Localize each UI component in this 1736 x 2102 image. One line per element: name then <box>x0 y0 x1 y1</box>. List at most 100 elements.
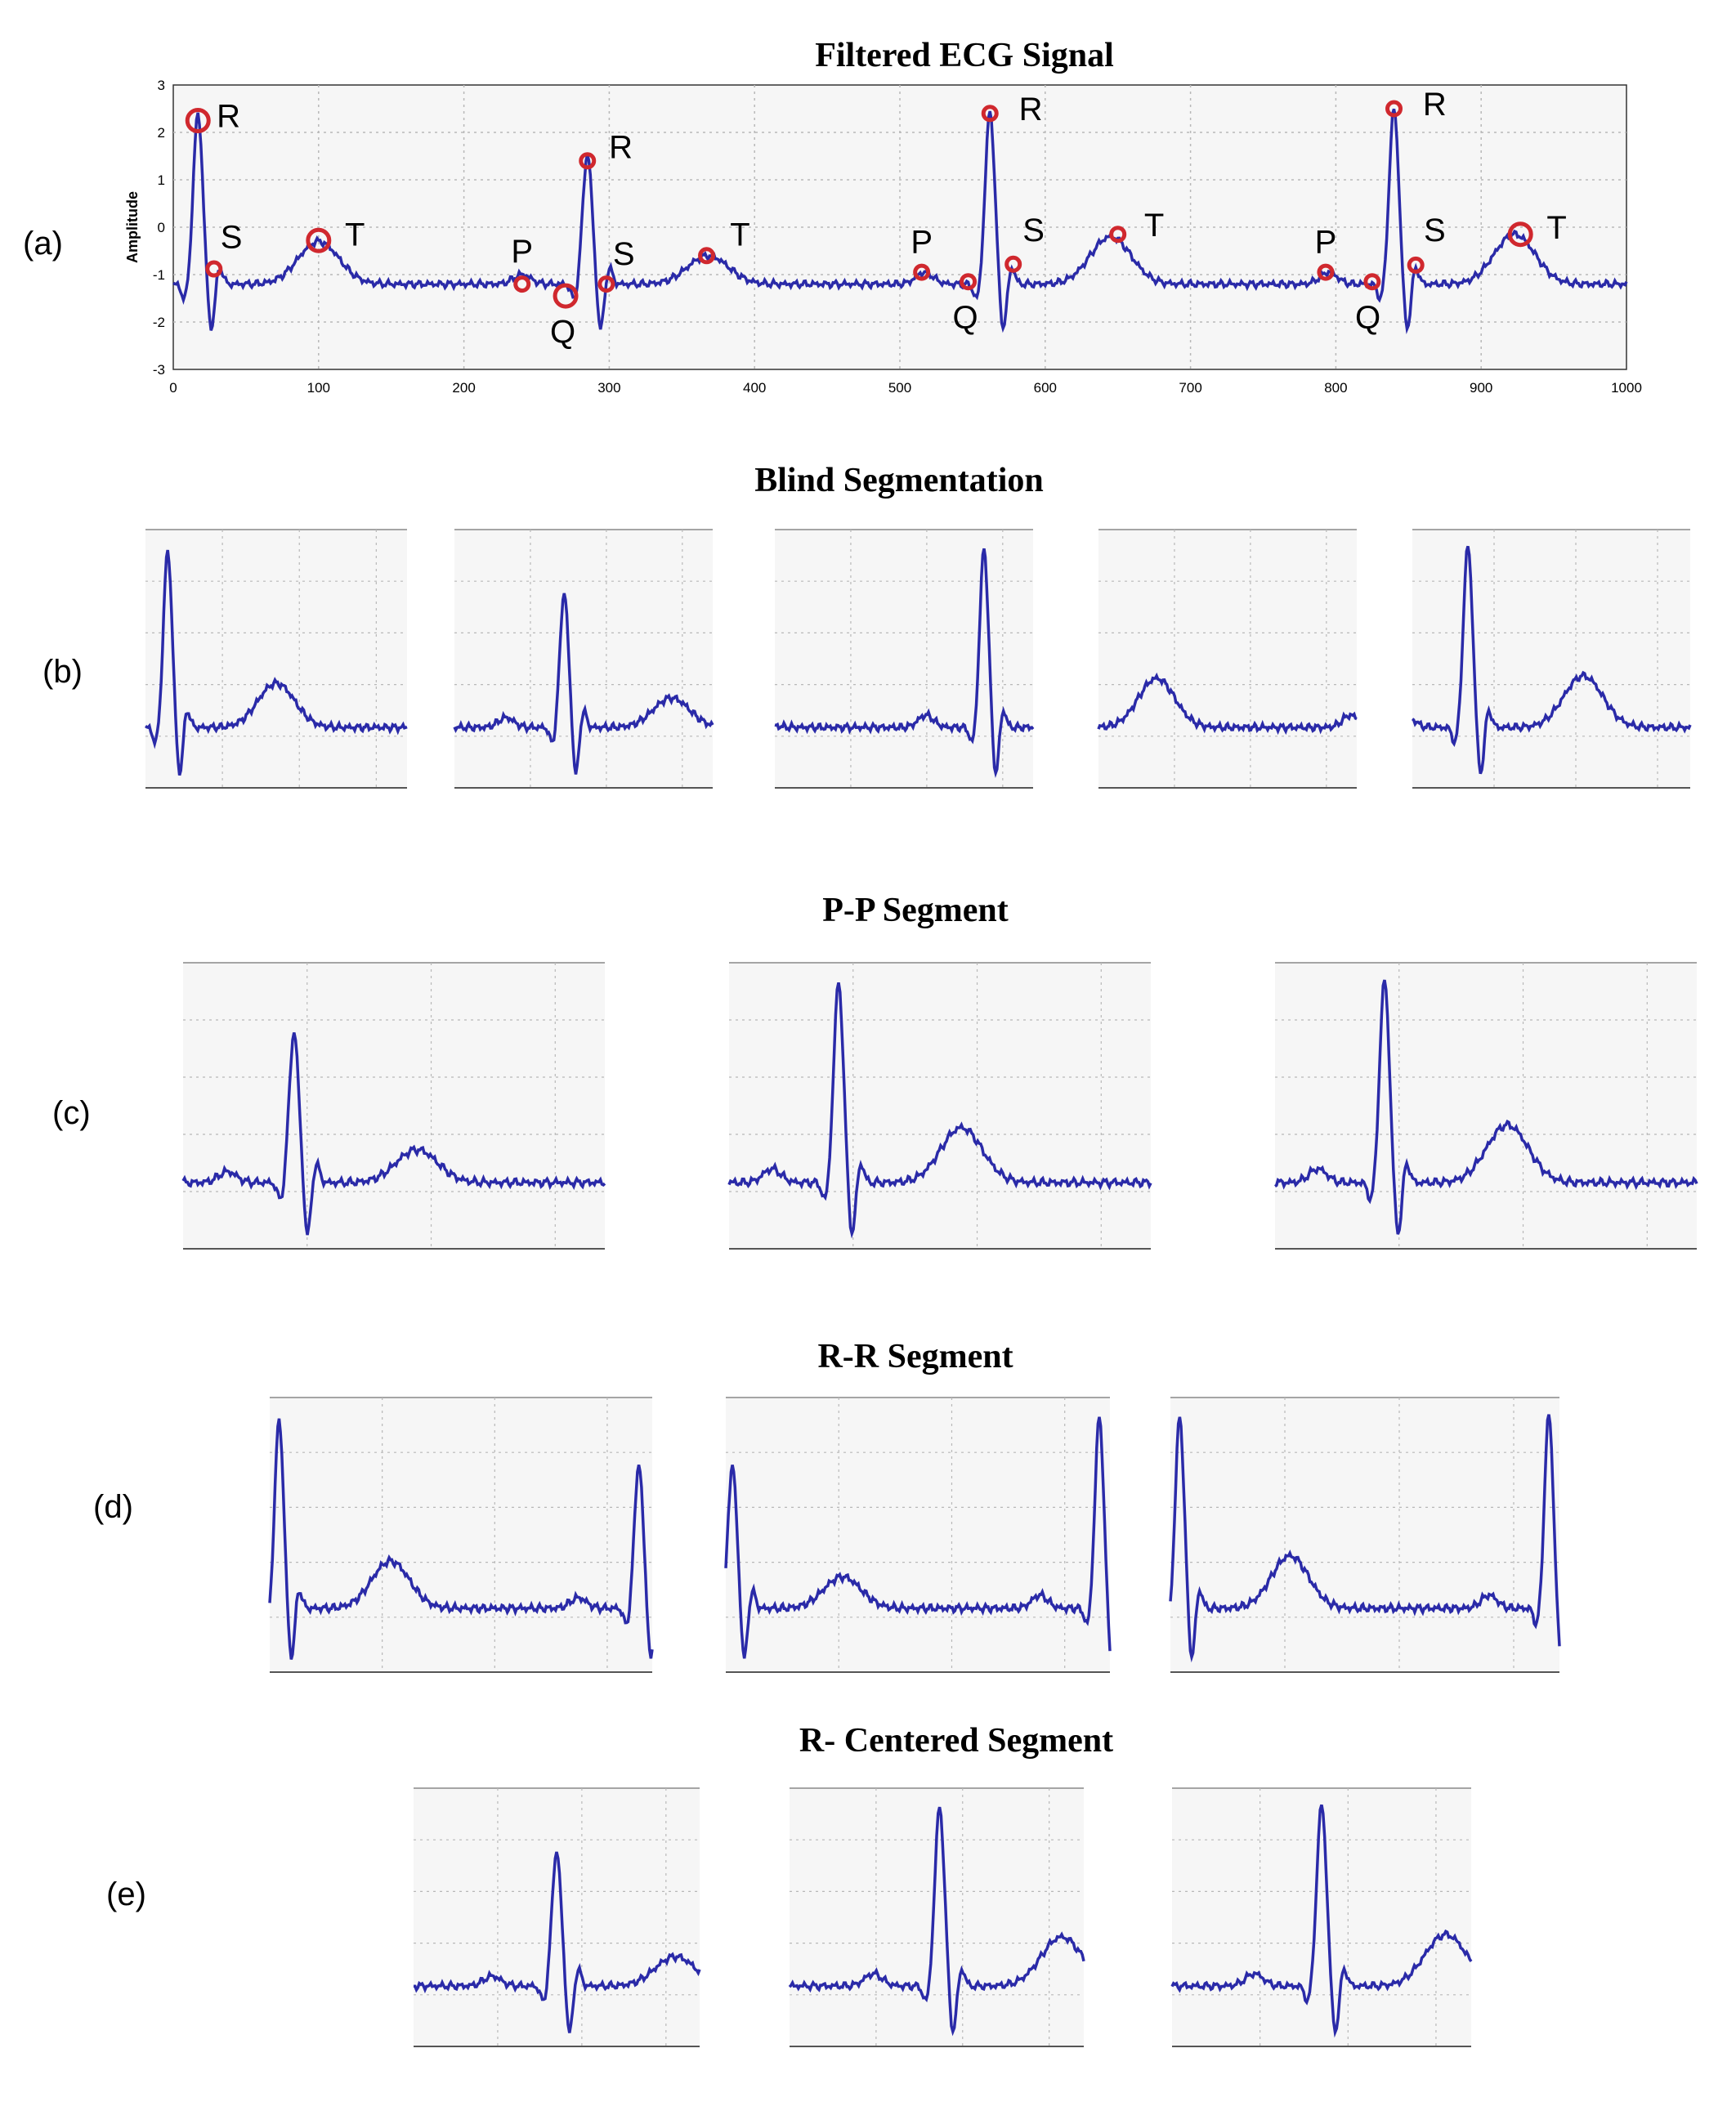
segment-signal-line <box>1097 672 1358 736</box>
segment-d-1 <box>268 1397 654 1673</box>
wave-label-t: T <box>1144 208 1164 244</box>
segment-plot-area <box>1412 530 1690 788</box>
y-tick-label: -3 <box>153 362 165 378</box>
y-tick-label: 0 <box>158 220 165 235</box>
y-axis-label: Amplitude <box>124 191 141 263</box>
segment-signal-line <box>1411 545 1692 775</box>
x-tick-label: 900 <box>1470 380 1492 396</box>
wave-label-s: S <box>1424 212 1446 248</box>
wave-label-p: P <box>911 224 933 260</box>
wave-marker-s <box>1407 256 1425 274</box>
segment-signal-line <box>788 1806 1085 2037</box>
x-tick-label: 100 <box>307 380 330 396</box>
wave-marker-s <box>1004 255 1022 273</box>
wave-marker-r <box>981 105 999 123</box>
y-tick-label: 1 <box>158 172 165 188</box>
segment-plot-area <box>1170 1398 1559 1672</box>
wave-label-p: P <box>511 234 533 270</box>
wave-label-r: R <box>1019 92 1043 127</box>
segment-signal-line <box>413 1851 701 2033</box>
wave-label-s: S <box>1022 212 1045 248</box>
segment-b-5 <box>1411 529 1692 789</box>
wave-label-r: R <box>1423 87 1447 123</box>
wave-marker-p <box>1317 263 1335 281</box>
wave-label-t: T <box>345 217 365 253</box>
panel-label-b: (b) <box>43 654 83 690</box>
segment-e-2 <box>788 1787 1085 2047</box>
wave-label-r: R <box>609 129 633 165</box>
segment-signal-line <box>1169 1414 1561 1663</box>
panel-label-d: (d) <box>93 1489 133 1525</box>
x-tick-label: 800 <box>1324 380 1347 396</box>
wave-marker-t <box>698 247 716 265</box>
main-ecg-plot: 0 100 200 300 400 500 600 700 800 900 1000 3 2 1 0 -1 -2… <box>124 78 1642 396</box>
wave-label-s: S <box>613 236 635 272</box>
wave-marker-s <box>597 275 615 293</box>
wave-marker-q <box>553 283 579 309</box>
wave-marker-r <box>579 152 597 170</box>
segment-signal-line <box>724 1416 1112 1659</box>
segment-signal-line <box>453 593 714 775</box>
x-tick-label: 200 <box>452 380 475 396</box>
segment-c-2 <box>727 962 1152 1250</box>
segment-plot-area <box>729 963 1151 1249</box>
segment-b-2 <box>453 529 714 789</box>
title-filtered-ecg: Filtered ECG Signal <box>815 37 1114 74</box>
x-tick-label: 500 <box>888 380 911 396</box>
segment-plot-area <box>183 963 605 1249</box>
y-tick-label: 3 <box>158 78 165 93</box>
title-blind-segmentation: Blind Segmentation <box>754 462 1044 499</box>
x-tick-label: 600 <box>1034 380 1057 396</box>
segment-plot-area <box>145 530 407 788</box>
wave-marker-p <box>913 263 931 281</box>
segment-plot-area <box>1098 530 1357 788</box>
wave-marker-s <box>205 260 223 278</box>
ecg-signal-line <box>172 108 1628 334</box>
x-tick-label: 700 <box>1179 380 1201 396</box>
wave-label-q: Q <box>550 315 575 351</box>
segment-signal-line <box>181 1032 606 1236</box>
wave-marker-q <box>960 273 978 291</box>
wave-label-t: T <box>730 217 749 253</box>
segment-e-1 <box>413 1787 701 2047</box>
wave-marker-t <box>1109 226 1127 244</box>
wave-label-r: R <box>217 99 240 135</box>
wave-label-q: Q <box>1355 300 1380 336</box>
y-tick-label: 2 <box>158 125 165 141</box>
segment-d-3 <box>1169 1397 1561 1673</box>
panel-label-a: (a) <box>23 226 63 262</box>
title-rr-segment: R-R Segment <box>817 1338 1013 1375</box>
wave-marker-r <box>185 108 211 133</box>
segment-signal-line <box>1170 1804 1473 2038</box>
segment-e-3 <box>1170 1787 1473 2047</box>
x-tick-label: 300 <box>597 380 620 396</box>
segment-plot-area <box>726 1398 1110 1672</box>
segment-b-1 <box>145 529 408 789</box>
segment-panel-b <box>145 529 1692 789</box>
x-tick-label: 0 <box>169 380 177 396</box>
wave-marker-p <box>513 275 531 293</box>
x-tick-label: 400 <box>743 380 766 396</box>
segment-signal-line <box>727 982 1152 1239</box>
wave-label-s: S <box>221 220 243 256</box>
wave-marker-t <box>306 227 332 253</box>
segment-panel-c <box>181 962 1698 1250</box>
segment-plot-area <box>270 1398 652 1672</box>
segment-c-3 <box>1274 962 1698 1250</box>
segment-signal-line <box>145 549 408 776</box>
segment-plot-area <box>1275 963 1697 1249</box>
title-r-centered-segment: R- Centered Segment <box>799 1722 1114 1760</box>
segment-d-2 <box>724 1397 1112 1673</box>
segment-plot-area <box>414 1788 700 2046</box>
title-pp-segment: P-P Segment <box>822 892 1009 929</box>
y-tick-label: -2 <box>153 315 165 330</box>
segment-plot-area <box>1172 1788 1471 2046</box>
wave-marker-q <box>1363 273 1381 291</box>
x-tick-label: 1000 <box>1611 380 1642 396</box>
segment-panel-e <box>413 1787 1473 2047</box>
segment-signal-line <box>268 1418 654 1660</box>
segment-signal-line <box>774 548 1035 779</box>
segment-c-1 <box>181 962 606 1250</box>
wave-marker-t <box>1507 221 1533 248</box>
